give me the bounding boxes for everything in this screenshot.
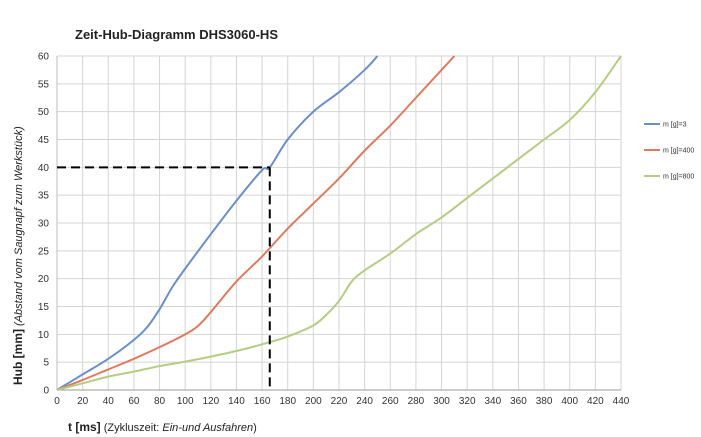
y-tick-label: 30	[38, 219, 50, 230]
series-line-3	[56, 55, 622, 391]
x-tick-label: 400	[561, 396, 578, 407]
x-tick-label: 140	[228, 396, 245, 407]
x-tick-label: 20	[77, 396, 89, 407]
y-tick-label: 5	[43, 358, 49, 369]
y-tick-labels: 0 5 10 15 20 25 30 35 40 45 50 55 60	[38, 52, 50, 397]
y-tick-label: 0	[43, 386, 49, 397]
x-tick-label: 380	[536, 396, 553, 407]
y-tick-label: 25	[38, 246, 50, 257]
x-tick-label: 60	[128, 396, 140, 407]
x-tick-label: 440	[613, 396, 630, 407]
x-tick-label: 420	[587, 396, 604, 407]
x-axis-label-paren-open: (Zykluszeit:	[101, 422, 163, 434]
x-axis-label: t [ms] (Zykluszeit: Ein-und Ausfahren)	[68, 420, 257, 434]
x-tick-label: 160	[254, 396, 271, 407]
y-tick-label: 35	[38, 191, 50, 202]
x-tick-label: 320	[459, 396, 476, 407]
x-tick-label: 340	[484, 396, 501, 407]
x-axis-label-main: t [ms]	[68, 420, 101, 434]
y-axis-label: Hub [mm] (Abstand vom Saugnapf zum Werks…	[11, 126, 25, 385]
y-tick-label: 10	[38, 330, 50, 341]
series-line-1	[56, 55, 379, 391]
y-tick-label: 40	[38, 163, 50, 174]
x-tick-label: 240	[356, 396, 373, 407]
x-tick-label: 200	[305, 396, 322, 407]
y-tick-label: 60	[38, 52, 50, 63]
legend-label-3: m [g]=800	[663, 174, 694, 181]
y-tick-label: 45	[38, 135, 50, 146]
grid	[56, 55, 622, 391]
series-lines	[56, 55, 622, 391]
x-tick-label: 80	[154, 396, 166, 407]
x-tick-label: 0	[54, 396, 60, 407]
x-tick-label: 280	[408, 396, 425, 407]
y-axis-label-paren: (Abstand vom Saugnapf zum Werkstück)	[13, 126, 25, 329]
y-tick-label: 50	[38, 107, 50, 118]
x-tick-label: 40	[103, 396, 115, 407]
y-axis-label-main: Hub [mm]	[11, 329, 25, 385]
y-tick-label: 55	[38, 79, 50, 90]
x-tick-label: 180	[279, 396, 296, 407]
x-tick-label: 260	[382, 396, 399, 407]
x-tick-label: 300	[433, 396, 450, 407]
x-tick-label: 360	[510, 396, 527, 407]
y-tick-label: 15	[38, 302, 50, 313]
chart-title: Zeit-Hub-Diagramm DHS3060-HS	[75, 27, 278, 42]
x-tick-label: 220	[331, 396, 348, 407]
x-tick-label: 120	[202, 396, 219, 407]
series-line-2	[56, 55, 456, 391]
y-tick-label: 20	[38, 274, 50, 285]
x-tick-labels: 0 20 40 60 80 100 120 140 160 180 200 220 240 260 280 3…	[54, 396, 630, 407]
x-axis-label-paren-italic: Ein-und Ausfahren	[162, 422, 253, 434]
x-tick-label: 100	[177, 396, 194, 407]
legend-label-2: m [g]=400	[663, 148, 694, 155]
legend-label-1: m [g]=3	[663, 122, 687, 129]
annotation	[57, 166, 271, 390]
x-axis-label-paren-close: )	[253, 422, 257, 434]
legend: m [g]=3 m [g]=400 m [g]=800	[644, 122, 694, 181]
